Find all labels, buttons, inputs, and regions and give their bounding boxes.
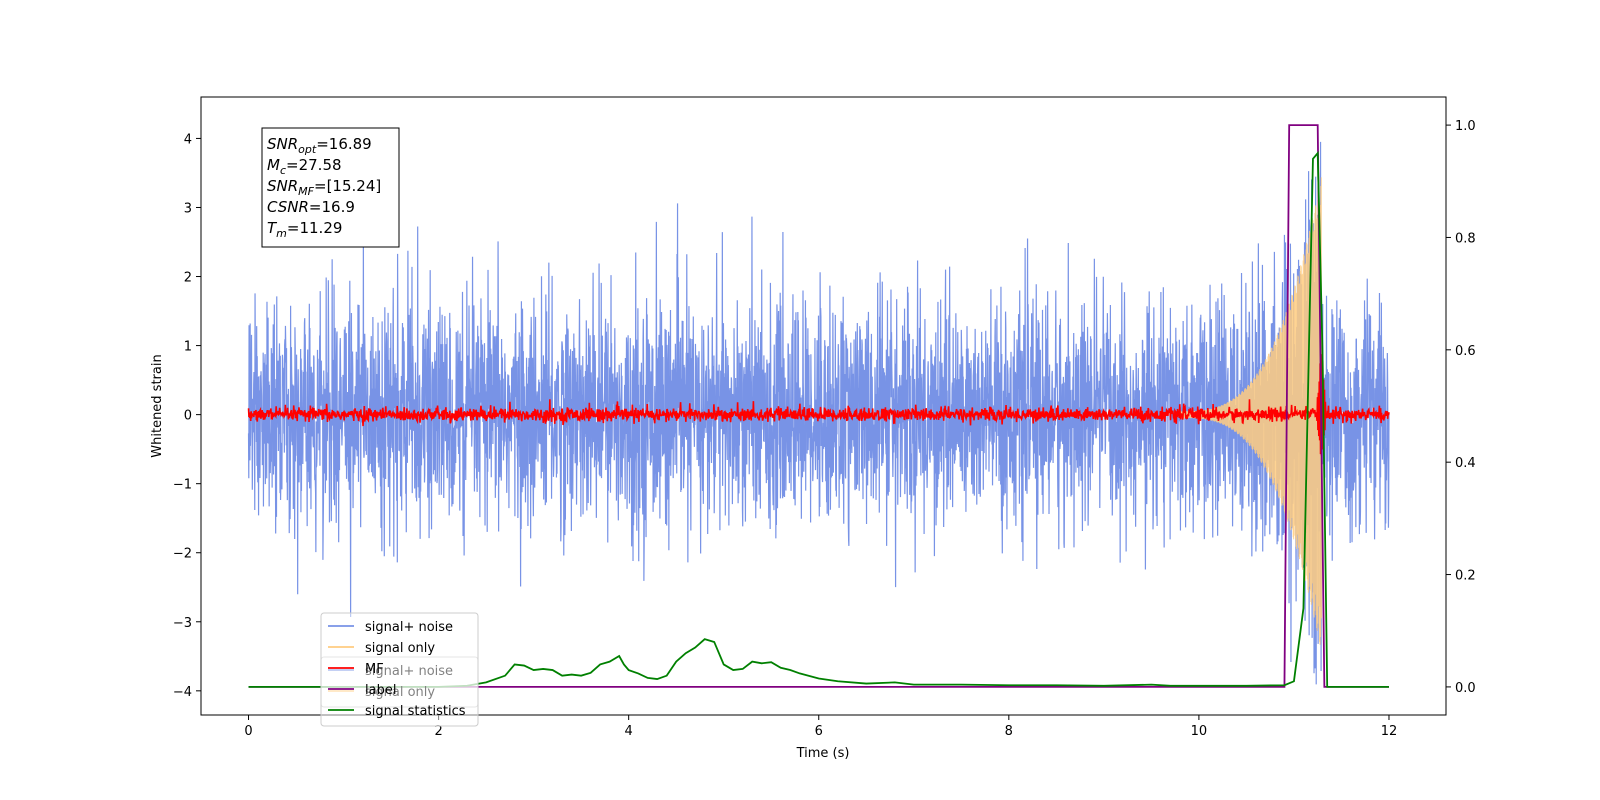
x-tick-label: 4	[625, 724, 633, 739]
legend-primary: signal+ noise signal only MF label signal st…	[320, 612, 479, 727]
y-tick-label: 2	[184, 271, 192, 286]
x-tick-label: 2	[434, 724, 442, 739]
info-line: SNRopt=16.89	[267, 135, 372, 156]
x-axis-label: Time (s)	[796, 746, 850, 761]
y2-tick-label: 0.0	[1455, 681, 1476, 696]
y-tick-label: −3	[173, 616, 192, 631]
legend-entry: signal only	[365, 641, 435, 656]
y2-tick-label: 0.2	[1455, 569, 1476, 584]
y2-tick-label: 0.6	[1455, 344, 1476, 359]
legend-frame	[320, 612, 479, 727]
x-tick-label: 12	[1381, 724, 1398, 739]
series-signal-noise-line	[247, 141, 1390, 685]
info-line: SNRMF=[15.24]	[267, 177, 381, 198]
info-line: CSNR=16.9	[267, 198, 355, 216]
y-axis-label: Whitened strain	[150, 354, 165, 457]
series-signal-statistics-line	[248, 150, 1389, 688]
y-tick-label: 1	[184, 340, 192, 355]
y-tick-label: 3	[184, 201, 192, 216]
x-tick-label: 6	[815, 724, 823, 739]
series-layer	[247, 124, 1390, 688]
y2-tick-label: 0.4	[1455, 456, 1476, 471]
y-tick-label: 4	[184, 132, 192, 147]
y-axis-right: 0.0 0.2 0.4 0.6 0.8 1.0	[1446, 119, 1476, 696]
y2-tick-label: 1.0	[1455, 119, 1476, 134]
y-axis-left: −4 −3 −2 −1 0 1 2 3 4	[173, 132, 201, 700]
x-tick-label: 8	[1005, 724, 1013, 739]
legend-entry: MF	[365, 662, 384, 677]
info-box: SNRopt=16.89Mc=27.58SNRMF=[15.24]CSNR=16…	[261, 127, 400, 248]
y-tick-label: −1	[173, 478, 192, 493]
y-tick-label: 0	[184, 409, 192, 424]
y-tick-label: −4	[173, 685, 192, 700]
y2-tick-label: 0.8	[1455, 231, 1476, 246]
y-tick-label: −2	[173, 547, 192, 562]
legend-layer: signal+ noise signal onlysignal+ noise sig…	[320, 612, 479, 727]
x-tick-label: 0	[244, 724, 252, 739]
x-axis: 0 2 4 6 8 10 12	[244, 715, 1397, 739]
legend-entry: label	[365, 683, 396, 698]
info-box-frame	[261, 127, 400, 248]
legend-entry: signal statistics	[365, 704, 466, 719]
info-line: Mc=27.58	[267, 156, 342, 177]
legend-entry: signal+ noise	[365, 620, 453, 635]
x-tick-label: 10	[1191, 724, 1208, 739]
plot-frame	[200, 96, 1447, 716]
info-line: Tm=11.29	[267, 219, 342, 240]
series-mf-line	[247, 354, 1390, 456]
